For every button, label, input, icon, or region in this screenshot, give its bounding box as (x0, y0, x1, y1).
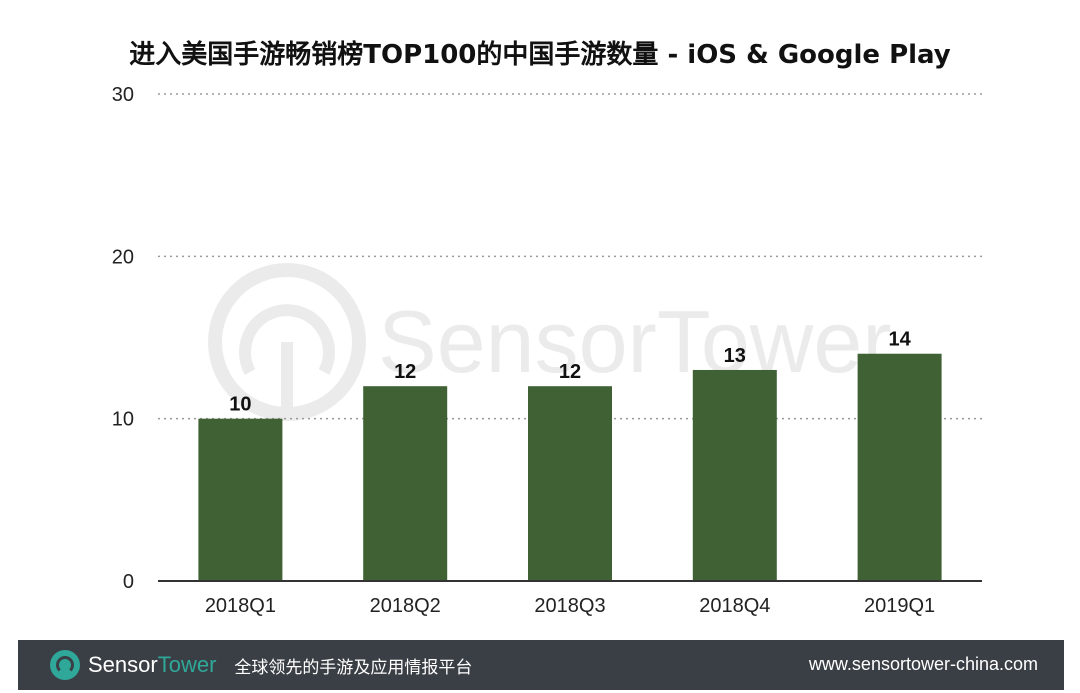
y-axis-ticks: 0 10 20 30 (112, 84, 134, 593)
footer-brand: SensorTower (88, 652, 216, 678)
sensortower-watermark: SensorTower (208, 263, 892, 421)
data-label-2018Q2: 12 (394, 361, 416, 383)
x-axis-ticks: 2018Q1 2018Q2 2018Q3 2018Q4 2019Q1 (205, 595, 935, 617)
footer-brand-sensor: Sensor (88, 652, 158, 677)
footer-bar: SensorTower 全球领先的手游及应用情报平台 www.sensortow… (18, 640, 1064, 690)
data-label-2018Q3: 12 (559, 361, 581, 383)
watermark-text: SensorTower (378, 292, 892, 391)
y-tick-label: 10 (112, 409, 134, 431)
data-labels: 10 12 12 13 14 (229, 329, 911, 416)
chart-title: 进入美国手游畅销榜TOP100的中国手游数量 - iOS & Google Pl… (129, 40, 951, 70)
y-tick-label: 0 (123, 571, 134, 593)
bars (198, 353, 942, 581)
bar-2018Q2 (363, 386, 448, 581)
bar-2019Q1 (857, 353, 942, 581)
x-tick-label-2019Q1: 2019Q1 (864, 595, 935, 617)
data-label-2018Q4: 13 (724, 345, 746, 367)
bar-2018Q3 (528, 386, 612, 581)
x-tick-label-2018Q1: 2018Q1 (205, 595, 276, 617)
x-tick-label-2018Q3: 2018Q3 (534, 595, 605, 617)
bar-2018Q1 (198, 418, 283, 581)
footer-brand-tower: Tower (157, 652, 217, 677)
y-tick-label: 30 (112, 84, 134, 106)
y-tick-label: 20 (112, 246, 134, 268)
x-tick-label-2018Q4: 2018Q4 (699, 595, 770, 617)
sensortower-logo-icon (50, 650, 80, 680)
data-label-2018Q1: 10 (229, 394, 251, 416)
bar-2018Q4 (692, 369, 777, 581)
footer-tagline: 全球领先的手游及应用情报平台 (234, 657, 473, 678)
data-label-2019Q1: 14 (888, 329, 911, 351)
x-tick-label-2018Q2: 2018Q2 (370, 595, 441, 617)
footer-url: www.sensortower-china.com (808, 654, 1038, 674)
